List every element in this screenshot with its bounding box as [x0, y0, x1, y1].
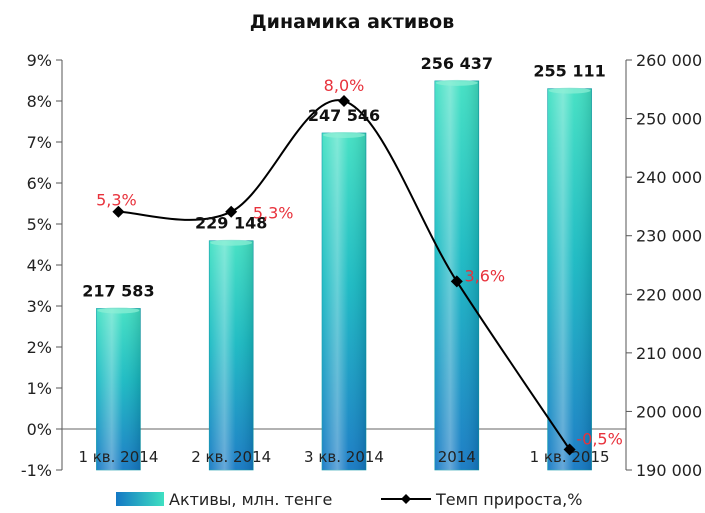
bar-series [96, 79, 592, 471]
legend-label-growth: Темп прироста,% [435, 490, 582, 509]
left-tick-label: 0% [27, 420, 52, 439]
growth-marker [112, 205, 125, 218]
left-tick-label: 9% [27, 51, 52, 70]
chart-title: Динамика активов [250, 11, 455, 33]
bar-value-label: 255 111 [533, 62, 605, 81]
bar-assets-cap [210, 239, 253, 246]
bar-value-label: 256 437 [421, 54, 493, 73]
right-tick-label: 250 000 [636, 110, 702, 129]
growth-value-label: -0,5% [576, 430, 622, 449]
bar-value-labels: 217 583 229 148 247 546 256 437 255 111 [82, 54, 606, 301]
growth-line [118, 99, 571, 451]
left-tick-label: 2% [27, 338, 52, 357]
bar-assets-cap [435, 79, 478, 86]
right-tick-label: 230 000 [636, 227, 702, 246]
right-tick-label: 220 000 [636, 285, 702, 304]
legend: Активы, млн. тенге Темп прироста,% [116, 490, 582, 509]
growth-marker [450, 275, 463, 288]
growth-marker [225, 205, 238, 218]
bar-assets-cap [548, 87, 591, 94]
growth-marker [338, 95, 350, 107]
bar-value-label: 217 583 [82, 281, 154, 300]
left-tick-label: 3% [27, 297, 52, 316]
growth-value-label: 5,3% [253, 204, 294, 223]
right-tick-label: 240 000 [636, 168, 702, 187]
legend-swatch-assets [116, 492, 164, 506]
growth-value-label: 3,6% [464, 266, 505, 285]
left-tick-label: 6% [27, 174, 52, 193]
left-tick-label: 1% [27, 379, 52, 398]
category-label: 3 кв. 2014 [304, 448, 384, 466]
bar-assets-shine [96, 308, 141, 470]
bar-value-label: 247 546 [308, 106, 380, 125]
bar-assets-shine [322, 132, 366, 470]
right-tick-label: 260 000 [636, 51, 702, 70]
right-tick-label: 200 000 [636, 402, 702, 421]
bar-assets-shine [209, 240, 254, 470]
category-labels: 1 кв. 2014 2 кв. 2014 3 кв. 2014 2014 1 кв. … [78, 448, 609, 466]
left-tick-label: 7% [27, 133, 52, 152]
left-tick-label: 8% [27, 92, 52, 111]
bar-assets-cap [323, 131, 365, 138]
right-tick-label: 190 000 [636, 461, 702, 480]
left-tick-label: 5% [27, 215, 52, 234]
legend-marker-growth [401, 494, 411, 504]
growth-marker [563, 443, 576, 456]
right-tick-label: 210 000 [636, 344, 702, 363]
category-label: 1 кв. 2015 [530, 448, 610, 466]
growth-value-label: 8,0% [324, 76, 365, 95]
right-axis: 190 000 200 000 210 000 220 000 230 000 240 0… [625, 51, 702, 480]
bar-value-label: 229 148 [195, 214, 267, 233]
bar-assets-shine [547, 88, 592, 471]
growth-value-label: 5,3% [96, 191, 137, 210]
growth-line-series [112, 95, 576, 456]
category-label: 2 кв. 2014 [191, 448, 271, 466]
legend-label-assets: Активы, млн. тенге [169, 490, 332, 509]
left-axis: -1% 0% 1% 2% 3% 4% 5% 6% 7% 8% 9% [21, 51, 626, 480]
growth-value-labels: 5,3% 5,3% 8,0% 3,6% -0,5% [96, 76, 623, 449]
left-tick-label: -1% [21, 461, 52, 480]
category-label: 2014 [438, 448, 476, 466]
bar-assets-cap [97, 307, 140, 314]
left-tick-label: 4% [27, 256, 52, 275]
category-label: 1 кв. 2014 [78, 448, 158, 466]
